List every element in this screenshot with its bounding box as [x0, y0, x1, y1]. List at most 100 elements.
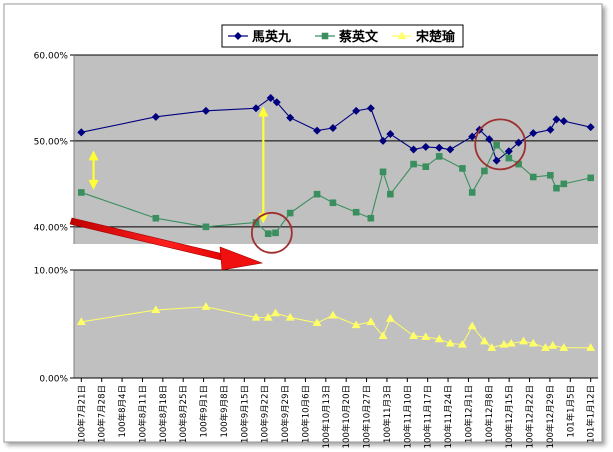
series-2 — [78, 141, 594, 237]
series-3-point — [541, 343, 550, 351]
series-1 — [77, 93, 595, 165]
x-tick-label: 100年9月8日 — [219, 385, 230, 438]
series-3-point — [479, 336, 489, 345]
yellow-double-arrow — [88, 150, 99, 190]
series-1-point — [151, 112, 160, 121]
legend-swatch-marker — [397, 31, 407, 40]
series-3-point — [151, 305, 161, 314]
series-2-point — [481, 167, 488, 175]
legend-entry: 宋楚瑜 — [415, 29, 456, 45]
series-3-point — [285, 312, 295, 321]
series-3-point — [559, 343, 569, 351]
series-1-point — [514, 138, 523, 147]
x-tick-label: 100年12月8日 — [484, 385, 495, 443]
x-tick-label: 100年12月29日 — [545, 385, 556, 448]
series-2-point — [367, 214, 375, 222]
red-arrow-head — [219, 246, 264, 271]
series-1-point — [529, 129, 538, 138]
series-2-point — [493, 141, 500, 149]
series-3-point — [467, 321, 477, 330]
series-3-point — [385, 314, 395, 322]
series-1-point — [379, 136, 388, 145]
series-1-point — [421, 142, 430, 151]
series-3-point — [457, 339, 467, 348]
series-2-point — [264, 230, 272, 237]
lower-plot-area — [74, 270, 598, 378]
series-1-point — [468, 132, 477, 141]
series-2-point — [459, 165, 466, 172]
legend-entry: 馬英九 — [252, 29, 291, 45]
upper-panel-ytick-label: 50.00% — [34, 137, 69, 147]
series-2-point — [435, 153, 443, 160]
series-1-line — [81, 97, 591, 162]
series-2-point — [313, 190, 321, 198]
series-2-point — [286, 209, 294, 217]
x-tick-label: 101年1月5日 — [565, 385, 576, 438]
series-3-point — [434, 334, 444, 343]
series-3 — [76, 302, 596, 351]
x-tick-label: 100年8月25日 — [178, 385, 189, 443]
annotation-layer — [69, 106, 527, 271]
x-tick-label: 100年10月6日 — [300, 385, 311, 443]
series-1-point — [366, 104, 375, 113]
x-tick-label: 100年10月27日 — [362, 385, 373, 448]
series-2-point — [560, 180, 568, 188]
series-2-point — [352, 208, 360, 216]
series-1-point — [201, 106, 210, 115]
series-1-point — [251, 104, 261, 113]
arrow-head-top — [88, 150, 99, 161]
series-2-point — [329, 199, 337, 207]
series-2-point — [78, 189, 85, 196]
series-1-point — [559, 117, 568, 126]
series-3-point — [366, 317, 376, 325]
series-1-point — [492, 156, 501, 165]
series-2-point — [422, 163, 430, 170]
highlight-circle — [250, 211, 293, 254]
highlight-circle — [474, 118, 527, 171]
x-tick-label: 100年9月29日 — [280, 385, 291, 443]
arrow-head-top — [258, 106, 269, 117]
x-tick-label: 100年8月4日 — [117, 385, 128, 438]
legend-swatch-marker — [233, 31, 243, 41]
series-1-point — [552, 115, 561, 124]
series-1-point — [266, 93, 275, 102]
series-2-point — [152, 214, 160, 222]
series-3-point — [201, 302, 211, 310]
series-3-point — [351, 320, 361, 329]
x-tick-label: 100年7月28日 — [97, 385, 108, 443]
series-3-point — [586, 343, 596, 351]
series-3-point — [378, 331, 388, 339]
series-3-point — [499, 339, 509, 348]
series-2-point — [379, 168, 387, 176]
series-3-point — [76, 317, 86, 325]
x-tick-label: 100年12月15日 — [504, 385, 515, 448]
series-1-point — [286, 113, 295, 122]
series-layer — [76, 93, 596, 351]
series-1-point — [504, 147, 513, 156]
x-tick-label: 100年12月1日 — [463, 385, 474, 443]
upper-panel-ytick-label: 40.00% — [34, 223, 69, 233]
x-tick-label: 100年9月1日 — [199, 385, 210, 438]
x-tick-label: 100年12月22日 — [525, 385, 536, 448]
y-axis-ticks: 40.00% 50.00% 60.00% 0.00% 10.00% — [34, 52, 74, 385]
series-1-point — [328, 124, 337, 133]
series-2-point — [272, 229, 279, 237]
x-tick-label: 100年10月13日 — [321, 385, 332, 448]
red-arrow — [69, 217, 264, 271]
x-tick-label: 100年7月21日 — [76, 385, 87, 443]
legend: 馬英九 蔡英文 宋楚瑜 — [221, 24, 464, 48]
series-1-point — [352, 106, 361, 115]
x-tick-label: 100年9月15日 — [239, 385, 250, 443]
lower-panel-ytick-label: 0.00% — [39, 375, 68, 385]
series-2-point — [529, 173, 537, 181]
series-2-point — [387, 190, 394, 198]
series-1-point — [435, 143, 444, 152]
series-3-point — [528, 338, 538, 347]
series-3-point — [487, 343, 497, 351]
legend-box — [221, 24, 464, 48]
series-1-point — [546, 125, 555, 134]
series-2-point — [553, 184, 560, 192]
series-1-point — [586, 123, 595, 132]
series-1-point — [272, 98, 281, 107]
lower-panel-ytick-label: 10.00% — [34, 267, 69, 277]
